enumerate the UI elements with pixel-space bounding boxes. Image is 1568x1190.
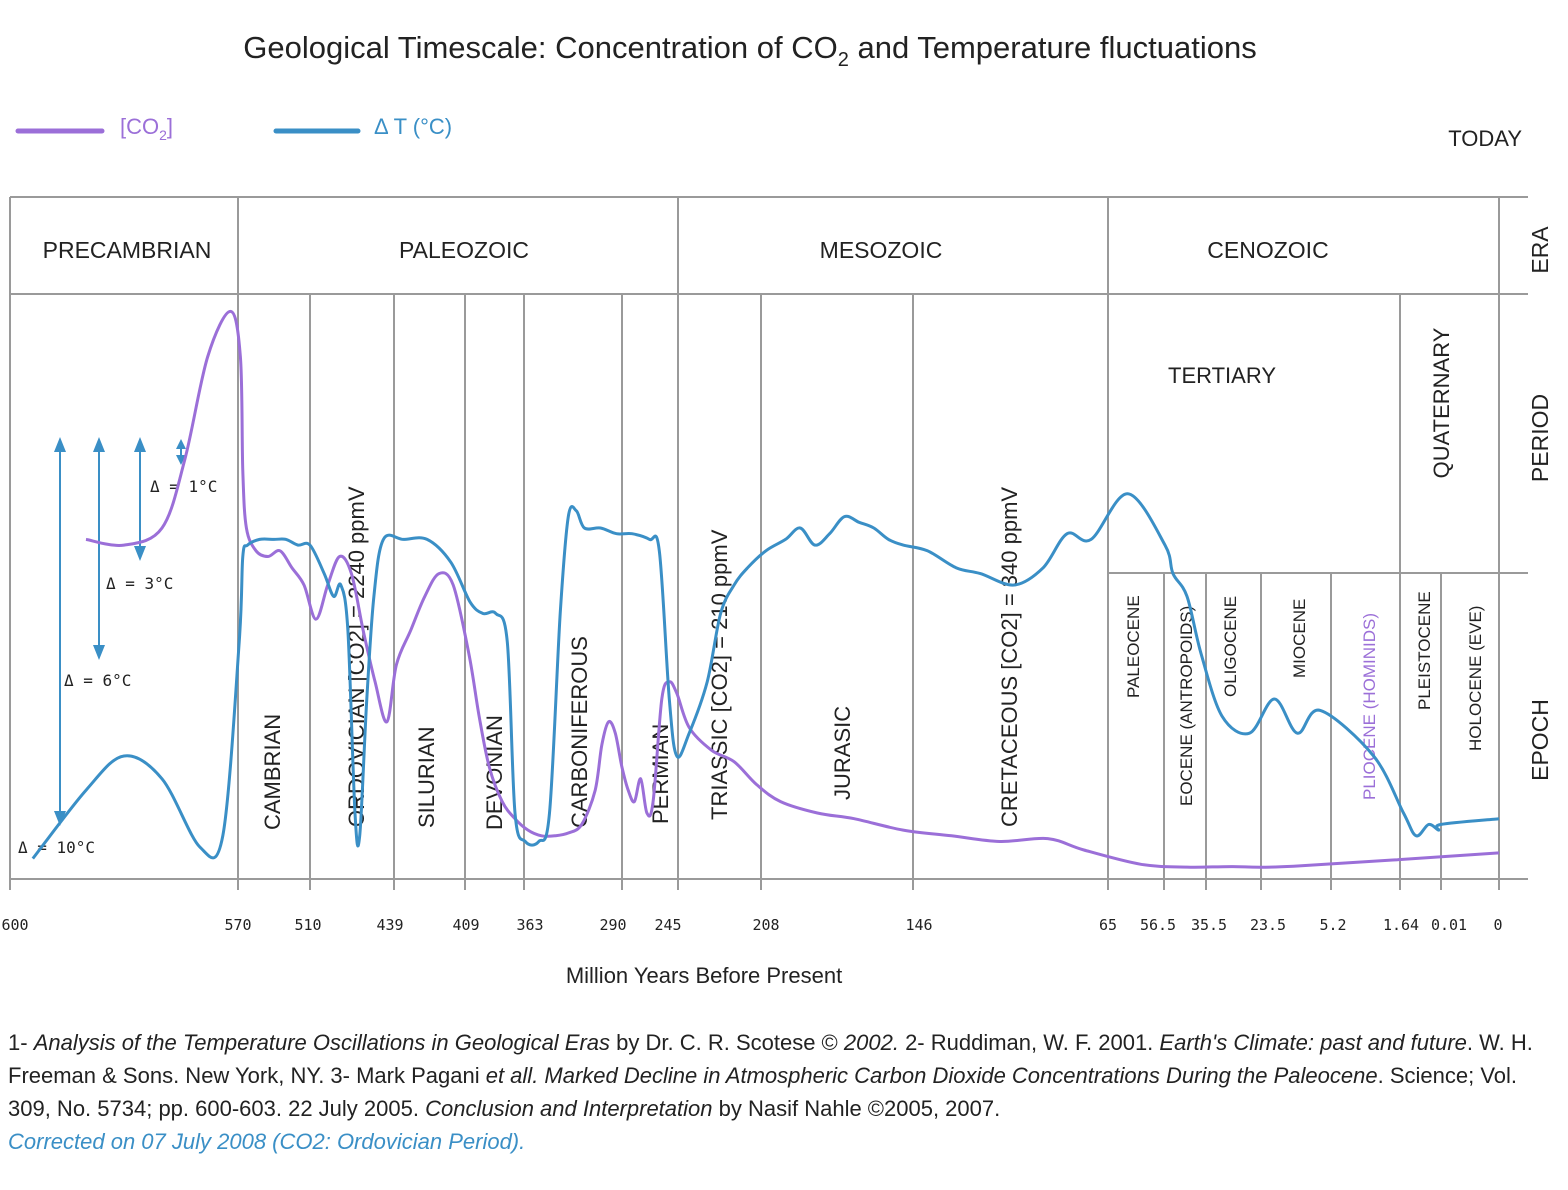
references: 1- Analysis of the Temperature Oscillati… — [8, 1026, 1553, 1158]
x-tick-label: 35.5 — [1191, 916, 1227, 934]
period-label-devonian: DEVONIAN — [482, 715, 507, 830]
x-tick-label: 570 — [224, 916, 251, 934]
ref-2-num: 2- Ruddiman, W. F. 2001. — [898, 1030, 1160, 1055]
legend-co2-label: [CO2] — [120, 114, 173, 143]
ref-1-year: 2002. — [843, 1030, 899, 1055]
period-label-carboniferous: CARBONIFEROUS — [567, 636, 592, 828]
delta-label-6: Δ = 6°C — [64, 671, 131, 690]
epoch-label-eocene: EOCENE (ANTROPOIDS) — [1177, 606, 1196, 806]
x-tick-label: 510 — [294, 916, 321, 934]
x-tick-label: 5.2 — [1319, 916, 1346, 934]
period-label-cambrian: CAMBRIAN — [260, 714, 285, 830]
delta-label-3: Δ = 3°C — [106, 574, 173, 593]
era-cenozoic: CENOZOIC — [1207, 237, 1328, 263]
ref-3-rest: . Science; Vol. 309, No. 5734; pp. 600-6… — [8, 1063, 1518, 1121]
x-tick-label: 409 — [452, 916, 479, 934]
epoch-label-holocene: HOLOCENE (EVE) — [1466, 606, 1485, 751]
today-label: TODAY — [1448, 126, 1522, 151]
side-label-era: ERA — [1527, 226, 1553, 274]
epoch-label-pliocene: PLIOCENE (HOMINIDS) — [1360, 613, 1379, 800]
epoch-label-paleocene: PALEOCENE — [1124, 595, 1143, 698]
ref-4-title: Conclusion and Interpretation — [425, 1096, 713, 1121]
series-co2-line — [85, 309, 1500, 869]
period-label-silurian: SILURIAN — [414, 727, 439, 828]
x-axis: 600 570 510 439 409 363 290 245 208 146 … — [1, 916, 1502, 934]
x-tick-label: 65 — [1099, 916, 1117, 934]
ref-3-etall: et all. — [485, 1063, 545, 1088]
x-tick-label: 1.64 — [1383, 916, 1419, 934]
ref-1-title: Analysis of the Temperature Oscillations… — [33, 1030, 611, 1055]
x-tick-label: 290 — [599, 916, 626, 934]
side-label-period: PERIOD — [1527, 394, 1553, 482]
period-tertiary: TERTIARY — [1168, 363, 1276, 388]
period-quaternary: QUATERNARY — [1429, 327, 1454, 478]
period-label-cretaceous: CRETACEOUS [CO2] = 340 ppmV — [997, 487, 1022, 827]
ref-2-title: Earth's Climate: past and future — [1159, 1030, 1467, 1055]
x-tick-label: 0.01 — [1431, 916, 1467, 934]
x-axis-label: Million Years Before Present — [566, 963, 842, 988]
ref-2-rest: . W. H. Freeman & Sons. New York, NY. 3-… — [8, 1030, 1533, 1088]
period-label-triassic: TRIASSIC [CO2] = 210 ppmV — [707, 529, 732, 820]
delta-arrows — [54, 437, 186, 826]
era-precambrian: PRECAMBRIAN — [43, 237, 212, 263]
ref-1-num: 1- — [8, 1030, 34, 1055]
x-tick-label: 208 — [752, 916, 779, 934]
timescale-grid — [9, 196, 1528, 890]
epoch-label-oligocene: OLIGOCENE — [1221, 596, 1240, 697]
legend: [CO2] Δ T (°C) — [15, 114, 452, 143]
ref-4-rest: by Nasif Nahle ©2005, 2007. — [712, 1096, 1001, 1121]
epoch-label-miocene: MIOCENE — [1290, 599, 1309, 678]
side-label-epoch: EPOCH — [1527, 699, 1553, 781]
era-mesozoic: MESOZOIC — [820, 237, 943, 263]
era-paleozoic: PALEOZOIC — [399, 237, 529, 263]
epoch-label-pleistocene: PLEISTOCENE — [1415, 591, 1434, 710]
legend-temp-label: Δ T (°C) — [374, 114, 452, 139]
chart-title: Geological Timescale: Concentration of C… — [243, 30, 1256, 71]
delta-label-10: Δ = 10°C — [18, 838, 95, 857]
delta-label-1: Δ = 1°C — [150, 477, 217, 496]
x-tick-label: 600 — [1, 916, 28, 934]
ref-3-title: Marked Decline in Atmospheric Carbon Dio… — [544, 1063, 1378, 1088]
x-tick-label: 23.5 — [1250, 916, 1286, 934]
x-tick-label: 56.5 — [1140, 916, 1176, 934]
x-tick-label: 439 — [376, 916, 403, 934]
x-tick-label: 0 — [1493, 916, 1502, 934]
x-tick-label: 245 — [654, 916, 681, 934]
x-tick-label: 363 — [516, 916, 543, 934]
x-tick-label: 146 — [905, 916, 932, 934]
series-temp-line — [31, 492, 1500, 860]
correction-note: Corrected on 07 July 2008 (CO2: Ordovici… — [8, 1129, 526, 1154]
period-label-jurasic: JURASIC — [830, 706, 855, 800]
chart-canvas: Geological Timescale: Concentration of C… — [1, 30, 1553, 988]
ref-1-rest: by Dr. C. R. Scotese © — [610, 1030, 844, 1055]
